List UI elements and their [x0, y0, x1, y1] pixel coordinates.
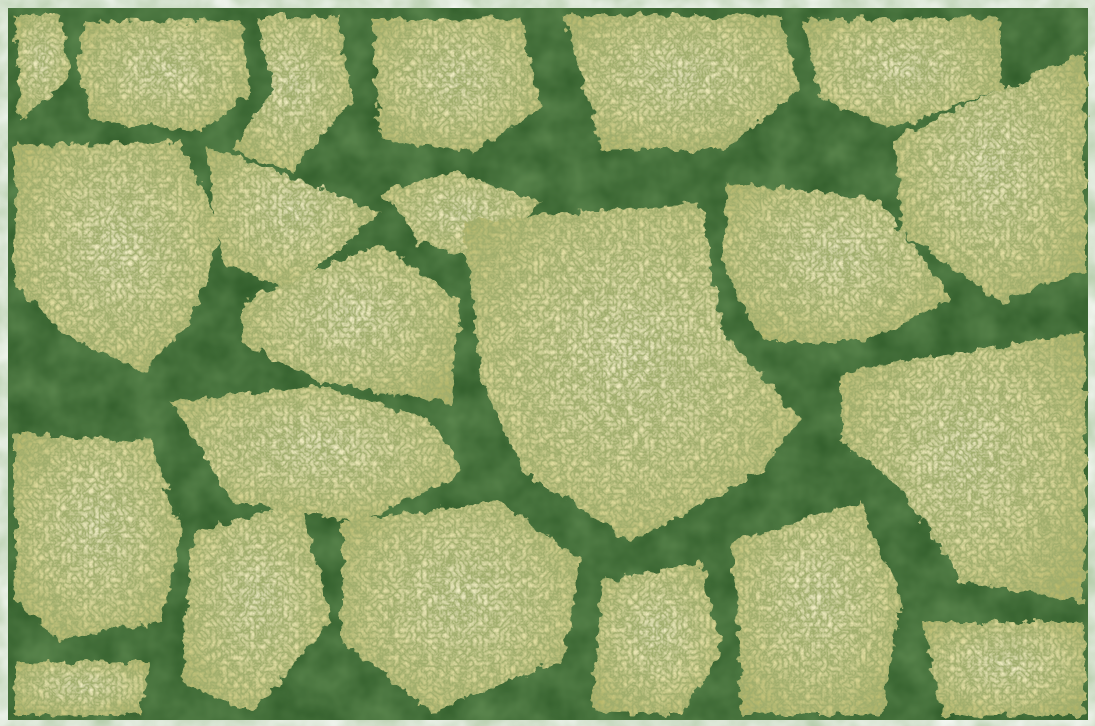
plate [462, 202, 800, 542]
plate [232, 16, 352, 172]
plate [372, 18, 542, 152]
plate [172, 386, 462, 522]
plate [592, 562, 722, 715]
plate [15, 142, 222, 372]
plate [76, 20, 252, 132]
plate [895, 52, 1085, 302]
plate [922, 622, 1085, 715]
plate [242, 244, 460, 402]
plate [15, 432, 182, 640]
plate [842, 332, 1085, 602]
plate [802, 18, 1002, 130]
plate [15, 15, 70, 120]
plate [15, 662, 150, 715]
plate [732, 502, 902, 715]
plate [342, 502, 580, 712]
plate [182, 502, 332, 712]
mud-plates [15, 15, 1085, 715]
plate [205, 145, 380, 290]
plate [722, 182, 952, 342]
plate [562, 15, 800, 150]
